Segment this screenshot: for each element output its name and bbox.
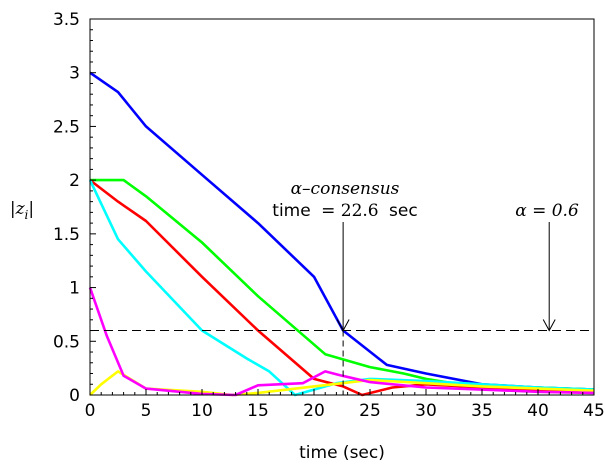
plot-frame (89, 18, 595, 396)
series-line-1 (89, 71, 595, 391)
consensus-arrow-head (336, 319, 350, 332)
y-tick-label: 1.5 (53, 225, 80, 245)
alpha-label: α = 0.6 (515, 201, 579, 221)
y-axis-label: |zi| (10, 199, 34, 222)
svg-text:α–consensus: α–consensus (291, 179, 400, 199)
y-tick-label: 0.5 (53, 332, 80, 352)
threshold-layer (90, 330, 594, 395)
x-tick-label: 30 (415, 401, 437, 421)
x-axis-label: time (sec) (299, 443, 385, 463)
consensus-time-word: time (272, 201, 310, 221)
x-tick-label: 5 (141, 401, 152, 421)
x-tick-label: 45 (583, 401, 605, 421)
y-tick-label: 3 (69, 64, 80, 84)
x-tick-label: 35 (471, 401, 493, 421)
axes-layer (89, 18, 595, 396)
y-tick-label: 0 (69, 386, 80, 406)
arrow-layer (336, 222, 556, 332)
y-tick-label: 2 (69, 171, 80, 191)
y-tick-label: 1 (69, 279, 80, 299)
alpha-arrow-head (542, 319, 556, 332)
svg-text:time = 22.6 sec: time = 22.6 sec (272, 201, 417, 221)
y-axis-label-text: |zi| (10, 199, 34, 222)
ticks-layer: 0 5 10 15 20 25 30 35 40 45 0 0.5 1 1.5 2 2.5 3 3.5 (53, 10, 605, 421)
consensus-time-unit: sec (389, 201, 418, 221)
y-tick-label: 3.5 (53, 10, 80, 30)
series-line-6 (88, 287, 595, 397)
x-tick-label: 10 (191, 401, 213, 421)
series-layer (88, 71, 595, 397)
consensus-annotation: α–consensus time = 22.6 sec (272, 179, 417, 221)
consensus-alpha-text: α–consensus (291, 179, 400, 199)
x-tick-label: 25 (359, 401, 381, 421)
x-tick-label: 40 (527, 401, 549, 421)
x-tick-label: 20 (303, 401, 325, 421)
y-tick-label: 2.5 (53, 117, 80, 137)
consensus-time-value: = 22.6 (321, 201, 379, 221)
x-tick-label: 0 (85, 401, 96, 421)
x-tick-label: 15 (247, 401, 269, 421)
